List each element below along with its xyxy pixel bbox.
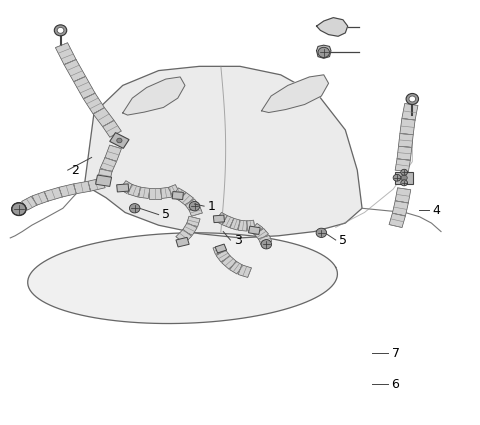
Polygon shape (105, 145, 121, 162)
FancyBboxPatch shape (395, 172, 413, 184)
Polygon shape (400, 119, 415, 135)
Polygon shape (259, 235, 272, 245)
Polygon shape (317, 18, 348, 36)
Polygon shape (59, 184, 76, 197)
Text: 2: 2 (71, 164, 79, 177)
Polygon shape (402, 103, 418, 120)
Text: 7: 7 (392, 347, 399, 360)
Polygon shape (395, 188, 411, 203)
Circle shape (316, 228, 326, 238)
Circle shape (401, 169, 408, 175)
Text: 4: 4 (432, 204, 440, 217)
Polygon shape (172, 188, 186, 201)
Polygon shape (216, 212, 228, 224)
Text: 1: 1 (207, 200, 215, 212)
Circle shape (54, 25, 67, 36)
Polygon shape (229, 261, 243, 274)
Polygon shape (398, 133, 413, 147)
Polygon shape (84, 93, 105, 114)
Text: 3: 3 (234, 233, 241, 246)
Polygon shape (168, 184, 180, 197)
Polygon shape (182, 223, 197, 235)
Circle shape (401, 180, 408, 186)
Circle shape (117, 138, 122, 143)
Polygon shape (123, 77, 185, 115)
Circle shape (401, 175, 407, 181)
Circle shape (130, 204, 140, 213)
Polygon shape (32, 192, 48, 205)
Polygon shape (97, 169, 112, 182)
Polygon shape (230, 218, 241, 230)
Polygon shape (187, 216, 200, 227)
Polygon shape (84, 66, 362, 238)
FancyBboxPatch shape (172, 192, 183, 200)
Circle shape (409, 96, 416, 102)
Polygon shape (239, 220, 248, 231)
Polygon shape (185, 199, 199, 211)
Polygon shape (55, 43, 76, 65)
Polygon shape (74, 181, 90, 194)
Polygon shape (238, 265, 252, 278)
Polygon shape (176, 230, 192, 244)
Polygon shape (149, 188, 161, 198)
Polygon shape (179, 193, 193, 206)
FancyBboxPatch shape (117, 184, 129, 192)
Circle shape (57, 27, 64, 33)
Polygon shape (395, 159, 410, 172)
Polygon shape (73, 76, 95, 99)
Polygon shape (88, 178, 105, 191)
Polygon shape (250, 224, 263, 235)
FancyBboxPatch shape (176, 237, 189, 247)
FancyBboxPatch shape (110, 133, 129, 148)
Polygon shape (64, 60, 85, 82)
Polygon shape (222, 255, 237, 269)
Polygon shape (103, 121, 121, 137)
Polygon shape (139, 187, 150, 198)
FancyBboxPatch shape (249, 226, 260, 235)
Polygon shape (120, 181, 133, 193)
Circle shape (393, 174, 401, 181)
Circle shape (261, 240, 272, 249)
Text: 5: 5 (339, 233, 347, 246)
Polygon shape (128, 184, 142, 197)
Circle shape (189, 201, 200, 211)
Polygon shape (216, 250, 230, 262)
Polygon shape (262, 75, 328, 113)
Polygon shape (160, 187, 171, 198)
Polygon shape (28, 233, 337, 323)
Polygon shape (397, 146, 412, 160)
Polygon shape (213, 245, 226, 254)
Polygon shape (389, 213, 406, 227)
Polygon shape (317, 45, 331, 58)
Polygon shape (93, 108, 114, 127)
Polygon shape (22, 196, 37, 210)
Circle shape (12, 203, 26, 215)
Text: 6: 6 (392, 378, 399, 391)
FancyBboxPatch shape (214, 215, 225, 223)
Polygon shape (189, 207, 203, 216)
FancyBboxPatch shape (96, 175, 111, 187)
Circle shape (318, 47, 329, 57)
Polygon shape (100, 158, 117, 172)
Polygon shape (254, 229, 268, 240)
Polygon shape (246, 220, 255, 231)
Polygon shape (222, 215, 234, 228)
Polygon shape (44, 187, 62, 201)
FancyBboxPatch shape (215, 244, 227, 253)
Polygon shape (392, 201, 408, 216)
Circle shape (406, 94, 419, 105)
Text: 5: 5 (162, 208, 170, 221)
